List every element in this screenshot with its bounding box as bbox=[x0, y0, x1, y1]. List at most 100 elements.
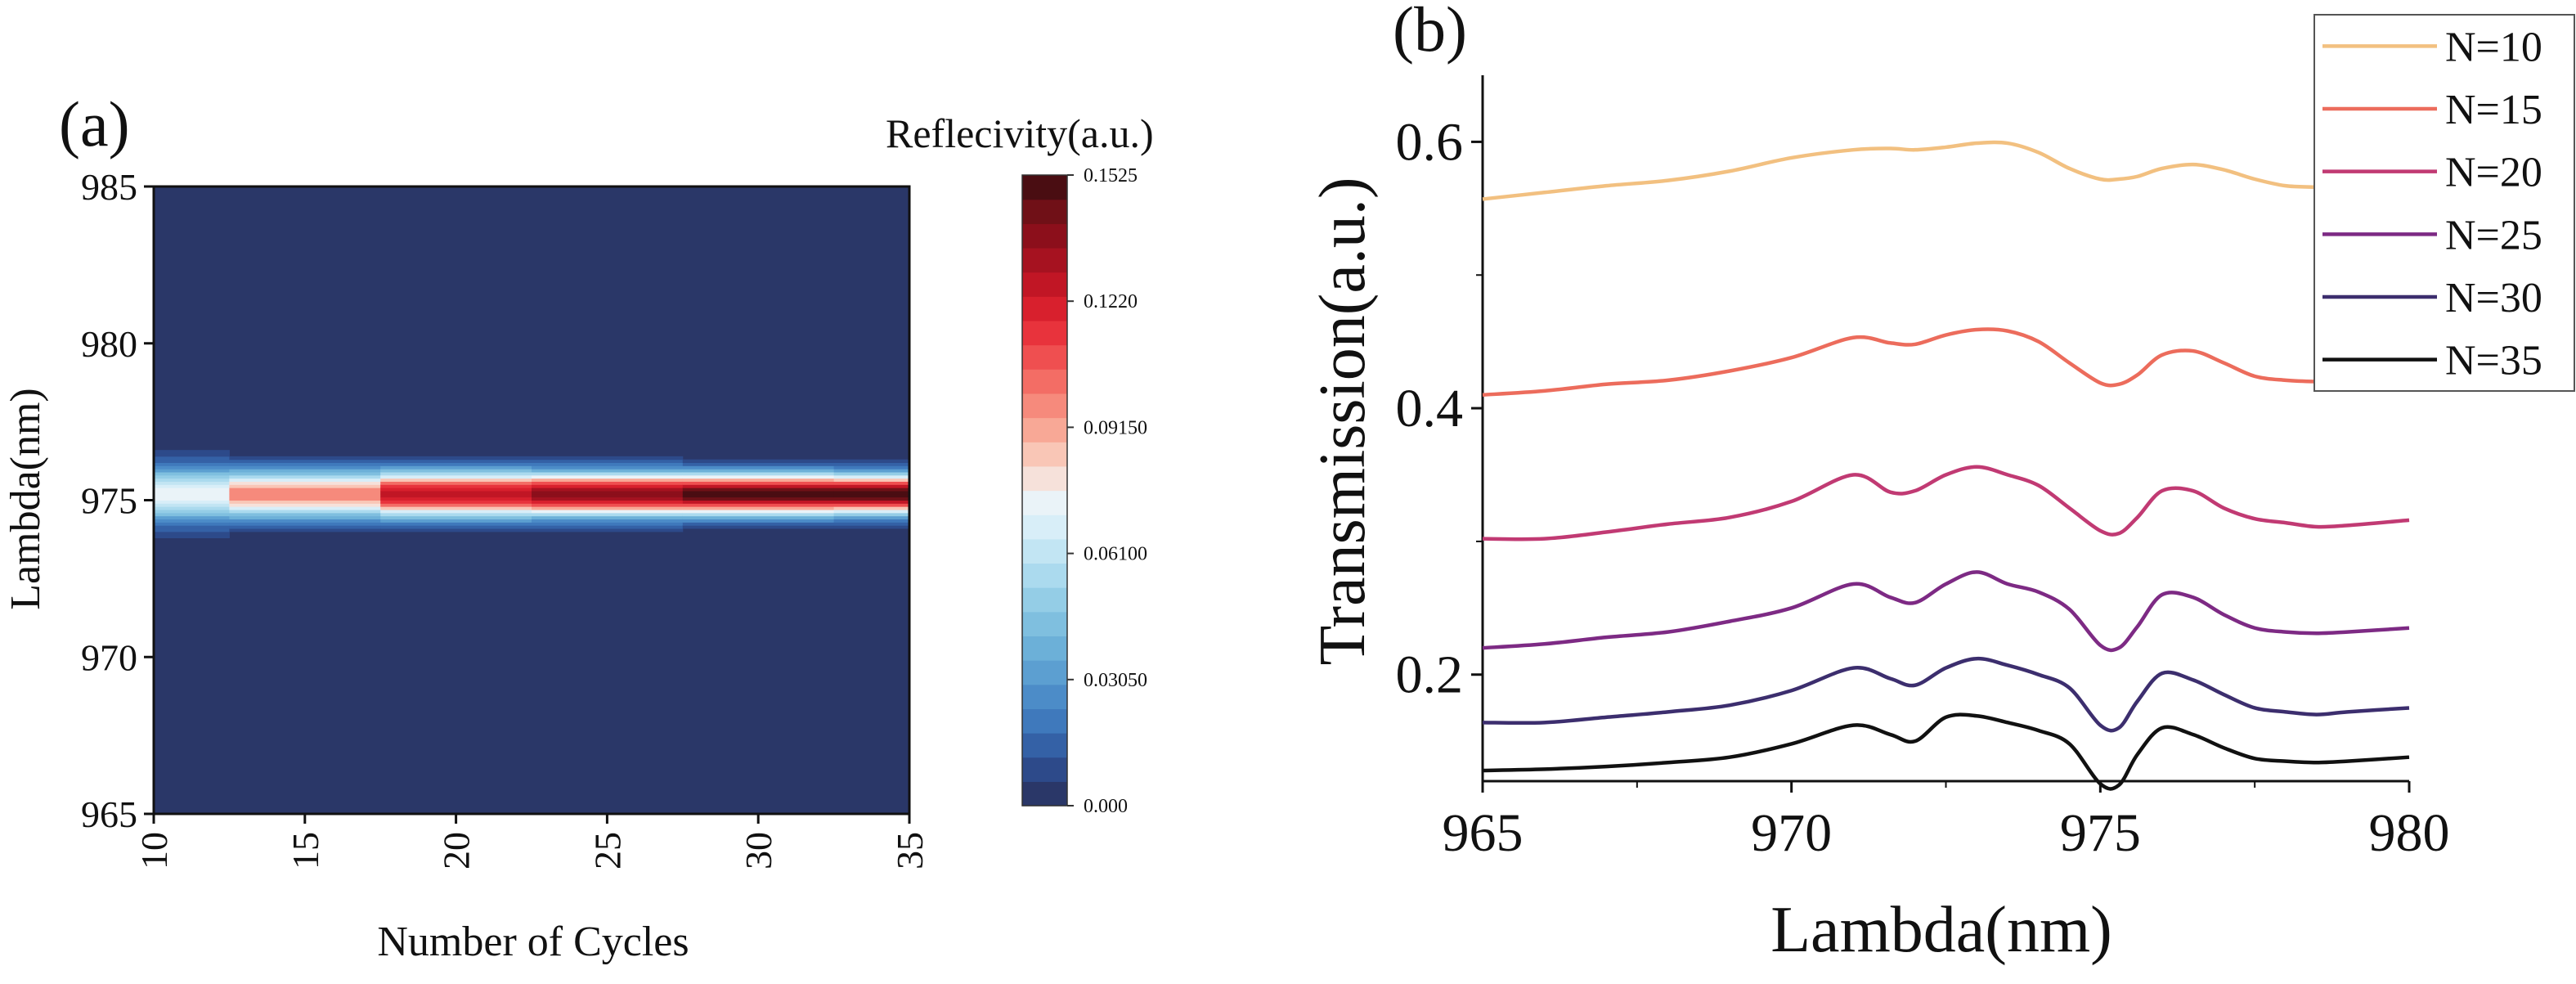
series-line-n-30 bbox=[1482, 656, 2410, 733]
heatmap-cell bbox=[833, 503, 910, 507]
heatmap-cell bbox=[532, 456, 684, 461]
colorbar-tick-label: 0.1220 bbox=[1084, 291, 1138, 312]
heatmap-cell bbox=[380, 512, 532, 517]
colorbar-swatch bbox=[1022, 369, 1067, 394]
colorbar-tick-label: 0.09150 bbox=[1084, 417, 1147, 438]
heatmap-cell bbox=[229, 456, 381, 461]
heatmap-cell bbox=[682, 500, 835, 504]
colorbar-swatch bbox=[1022, 757, 1067, 782]
legend-entry-label: N=30 bbox=[2445, 275, 2542, 321]
line-chart-y-tick-label: 0.2 bbox=[1396, 645, 1464, 705]
heatmap-cell bbox=[833, 496, 910, 501]
heatmap-cell bbox=[229, 515, 381, 520]
heatmap-cell bbox=[154, 510, 230, 514]
colorbar-swatch bbox=[1022, 175, 1067, 200]
heatmap-cell bbox=[154, 459, 230, 463]
heatmap-x-tick-label: 10 bbox=[133, 832, 175, 869]
heatmap-cell bbox=[682, 465, 835, 470]
legend-entry-label: N=20 bbox=[2445, 150, 2542, 196]
heatmap-cell bbox=[154, 515, 230, 520]
heatmap-cell bbox=[229, 522, 381, 526]
heatmap-y-tick-label: 975 bbox=[81, 480, 137, 522]
heatmap-cell bbox=[154, 456, 230, 461]
heatmap-cell bbox=[682, 490, 835, 495]
heatmap-cell bbox=[154, 484, 230, 488]
heatmap-cell bbox=[532, 512, 684, 517]
colorbar-swatch bbox=[1022, 660, 1067, 685]
heatmap-cell bbox=[532, 459, 684, 463]
heatmap-x-tick-label: 15 bbox=[285, 832, 326, 869]
heatmap-cell bbox=[380, 481, 532, 485]
panel-b-x-axis-label: Lambda(nm) bbox=[1770, 894, 2112, 966]
colorbar-swatch bbox=[1022, 733, 1067, 758]
heatmap-cell bbox=[682, 462, 835, 466]
heatmap-cell bbox=[229, 459, 381, 463]
heatmap-cell bbox=[833, 484, 910, 488]
heatmap-cell bbox=[229, 462, 381, 466]
series-line-n-20 bbox=[1482, 465, 2410, 541]
line-chart-y-tick-label: 0.4 bbox=[1396, 379, 1464, 438]
heatmap-cell bbox=[833, 465, 910, 470]
heatmap-cell bbox=[682, 525, 835, 529]
heatmap-cell bbox=[833, 459, 910, 463]
heatmap-cell bbox=[833, 474, 910, 479]
heatmap-cell bbox=[682, 503, 835, 507]
heatmap-cell bbox=[229, 474, 381, 479]
panel-a-colorbar-title: Reflecivity(a.u.) bbox=[886, 110, 1154, 156]
heatmap-cell bbox=[682, 496, 835, 501]
line-chart-x-tick-label: 970 bbox=[1751, 803, 1832, 863]
line-chart-x-tick-label: 975 bbox=[2060, 803, 2141, 863]
heatmap-cell bbox=[154, 465, 230, 470]
heatmap-cell bbox=[833, 519, 910, 523]
colorbar-tick-label: 0.06100 bbox=[1084, 544, 1147, 565]
heatmap-cell bbox=[833, 515, 910, 520]
line-chart-x-tick-label: 980 bbox=[2369, 803, 2450, 863]
heatmap-cell bbox=[682, 478, 835, 482]
heatmap-cell bbox=[532, 496, 684, 501]
heatmap-cell bbox=[229, 506, 381, 510]
heatmap-cell bbox=[229, 471, 381, 476]
heatmap-cell bbox=[229, 465, 381, 470]
heatmap-cell bbox=[229, 490, 381, 495]
heatmap-cell bbox=[682, 506, 835, 510]
legend: N=10 N=15 N=20 N=25 N=30 N=35 bbox=[2313, 14, 2575, 392]
legend-box bbox=[2313, 14, 2575, 392]
heatmap-cell bbox=[833, 481, 910, 485]
legend-entry-label: N=15 bbox=[2445, 87, 2542, 133]
colorbar-tick-label: 0.000 bbox=[1084, 796, 1128, 817]
heatmap-cell bbox=[532, 493, 684, 498]
panel-b-label: (b) bbox=[1393, 0, 1467, 65]
heatmap-cell bbox=[833, 490, 910, 495]
heatmap-cell bbox=[833, 478, 910, 482]
heatmap-cell bbox=[154, 478, 230, 482]
heatmap-cell bbox=[532, 478, 684, 482]
heatmap-cell bbox=[833, 488, 910, 492]
colorbar-swatch bbox=[1022, 223, 1067, 249]
heatmap-cell bbox=[532, 469, 684, 473]
panel-a-x-axis-label: Number of Cycles bbox=[377, 919, 689, 965]
heatmap-cell bbox=[532, 500, 684, 504]
heatmap-cell bbox=[532, 465, 684, 470]
heatmap-cell bbox=[532, 528, 684, 532]
heatmap-cell bbox=[380, 471, 532, 476]
heatmap-y-tick-label: 985 bbox=[81, 166, 137, 208]
heatmap-cell bbox=[833, 522, 910, 526]
heatmap-cell bbox=[380, 484, 532, 488]
colorbar-swatch bbox=[1022, 611, 1067, 637]
heatmap-cell bbox=[154, 500, 230, 504]
heatmap-cell bbox=[154, 469, 230, 473]
heatmap-cell bbox=[380, 465, 532, 470]
heatmap-x-tick-label: 25 bbox=[586, 832, 628, 869]
heatmap-cell bbox=[380, 469, 532, 473]
heatmap-cell bbox=[154, 528, 230, 532]
heatmap-cell bbox=[682, 481, 835, 485]
heatmap-cell bbox=[154, 471, 230, 476]
heatmap-cell bbox=[532, 474, 684, 479]
colorbar-swatch bbox=[1022, 247, 1067, 273]
colorbar-swatch bbox=[1022, 514, 1067, 540]
panel-b-y-axis-label: Transmission(a.u.) bbox=[1307, 177, 1379, 665]
heatmap-x-tick-label: 20 bbox=[436, 832, 478, 869]
heatmap-cell bbox=[229, 512, 381, 517]
heatmap-cell bbox=[532, 522, 684, 526]
colorbar-swatch bbox=[1022, 320, 1067, 346]
